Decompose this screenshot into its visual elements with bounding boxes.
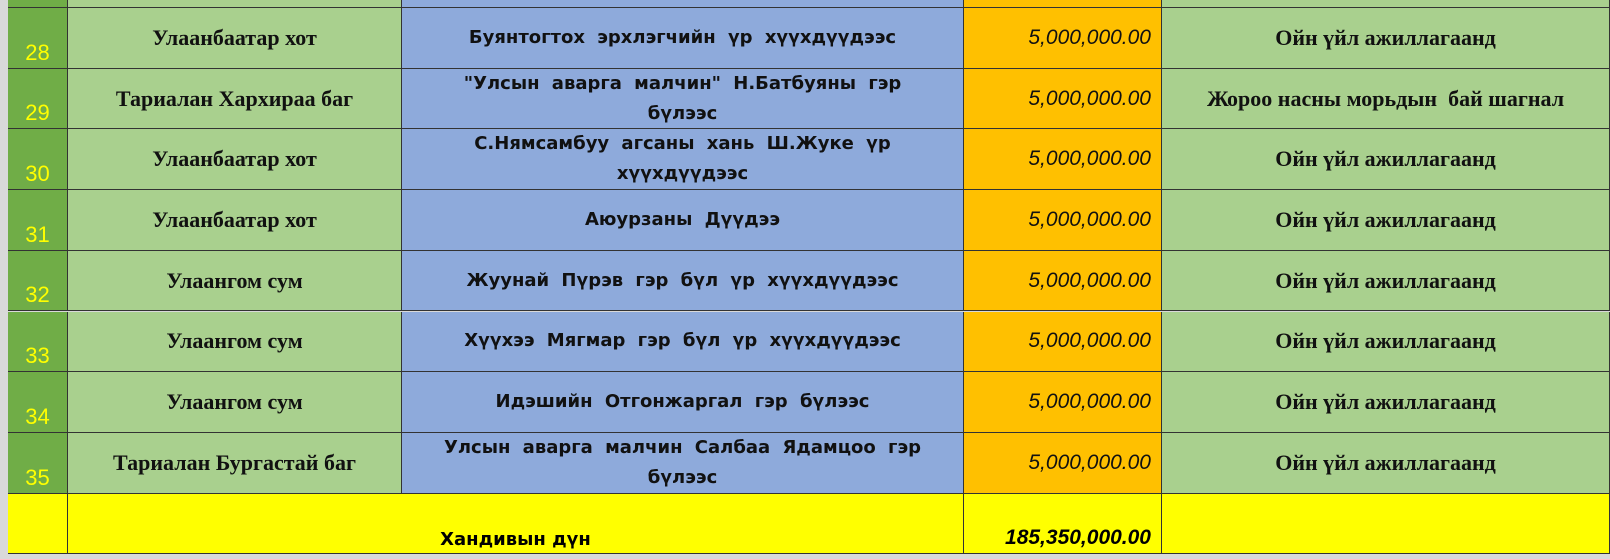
total-blank [1162,493,1610,555]
donor-name: Буянтогтох эрхлэгчийн үр хүүхдүүдээс [402,8,964,69]
donation-amount: 5,000,000.00 [964,311,1162,373]
donation-amount: 5,000,000.00 [964,129,1162,191]
row-number: 30 [8,129,68,191]
location: Улаангом сум [68,372,402,433]
row-number: 32 [8,250,68,312]
total-amount: 185,350,000.00 [964,493,1162,555]
total-label: Хандивын дүн [68,493,964,555]
location: Улаанбаатар хот [68,129,402,191]
donor-name: Улсын аварга малчин Салбаа Ядамцоо гэр б… [402,432,964,494]
donor-name: "Улсын аварга малчин" Н.Батбуяны гэр бүл… [402,68,964,130]
row-number: 31 [8,190,68,251]
donor-name: Жуунай Пүрэв гэр бүл үр хүүхдүүдээс [402,250,964,312]
donor-name: С.Нямсамбуу агсаны хань Ш.Жуке үр хүүхдү… [402,129,964,191]
location: Тариалан Бургастай баг [68,432,402,494]
purpose: Ойн үйл ажиллагаанд [1162,372,1610,433]
donation-amount: 5,000,000.00 [964,190,1162,251]
location: Улаанбаатар хот [68,190,402,251]
donor-name: Хүүхээ Мягмар гэр бүл үр хүүхдүүдээс [402,311,964,373]
purpose: Ойн үйл ажиллагаанд [1162,8,1610,69]
location: Тариалан Хархираа баг [68,68,402,130]
row-number: 35 [8,432,68,494]
purpose: Ойн үйл ажиллагаанд [1162,432,1610,494]
row-number: 29 [8,68,68,130]
location: Улаанбаатар хот [68,8,402,69]
donor-name: Аюурзаны Дүүдээ [402,190,964,251]
purpose: Жороо насны морьдын бай шагнал [1162,68,1610,130]
purpose: Ойн үйл ажиллагаанд [1162,129,1610,191]
partial-purpose [1162,0,1610,8]
row-number: 34 [8,372,68,433]
purpose: Ойн үйл ажиллагаанд [1162,190,1610,251]
donation-amount: 5,000,000.00 [964,372,1162,433]
partial-row-number [8,0,68,8]
partial-donor-name [402,0,964,8]
purpose: Ойн үйл ажиллагаанд [1162,250,1610,312]
partial-donation-amount [964,0,1162,8]
total-blank [8,493,68,555]
donor-name: Идэшийн Отгонжаргал гэр бүлээс [402,372,964,433]
location: Улаангом сум [68,311,402,373]
purpose: Ойн үйл ажиллагаанд [1162,311,1610,373]
donation-amount: 5,000,000.00 [964,250,1162,312]
location: Улаангом сум [68,250,402,312]
donation-amount: 5,000,000.00 [964,68,1162,130]
row-number: 28 [8,8,68,69]
donation-amount: 5,000,000.00 [964,432,1162,494]
partial-location [68,0,402,8]
donation-amount: 5,000,000.00 [964,8,1162,69]
row-number: 33 [8,311,68,373]
